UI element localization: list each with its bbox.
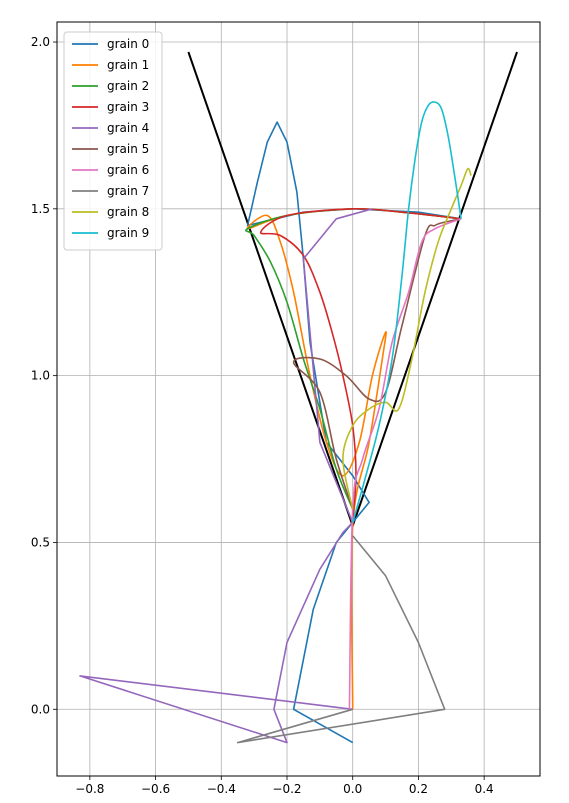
x-tick-label: −0.4 [207,782,236,796]
plot-area [79,51,518,744]
legend-label: grain 2 [107,79,149,93]
legend: grain 0 grain 1 grain 2 grain 3 grain 4 grain… [63,31,163,251]
x-tick-label: 0.0 [343,782,362,796]
y-tick-label: 0.0 [31,702,50,716]
series-line-grain-6 [348,218,462,710]
series-line-grain-5 [292,218,462,510]
ticks: −0.8 −0.6 −0.4 −0.2 0.0 0.2 0.4 0.0 0.5 1.0 1.5 2.0 [31,35,494,796]
legend-label: grain 7 [107,184,149,198]
x-tick-label: 0.2 [409,782,428,796]
legend-label: grain 5 [107,142,149,156]
x-tick-label: −0.8 [75,782,104,796]
axes-frame [56,21,541,777]
x-tick-label: −0.6 [141,782,170,796]
series-line-grain-7 [236,535,446,744]
series-line-grain-9 [351,101,462,523]
series-line-grain-8 [342,167,472,510]
legend-label: grain 1 [107,58,149,72]
x-tick-label: 0.4 [475,782,494,796]
legend-label: grain 9 [107,226,149,240]
y-tick-label: 0.5 [31,535,50,549]
x-tick-label: −0.2 [272,782,301,796]
y-tick-label: 2.0 [31,35,50,49]
series-line-grain-4 [79,208,373,744]
legend-label: grain 0 [107,37,149,51]
legend-label: grain 4 [107,121,149,135]
legend-label: grain 6 [107,163,149,177]
legend-label: grain 8 [107,205,149,219]
y-tick-label: 1.0 [31,369,50,383]
legend-label: grain 3 [107,100,149,114]
y-tick-label: 1.5 [31,202,50,216]
